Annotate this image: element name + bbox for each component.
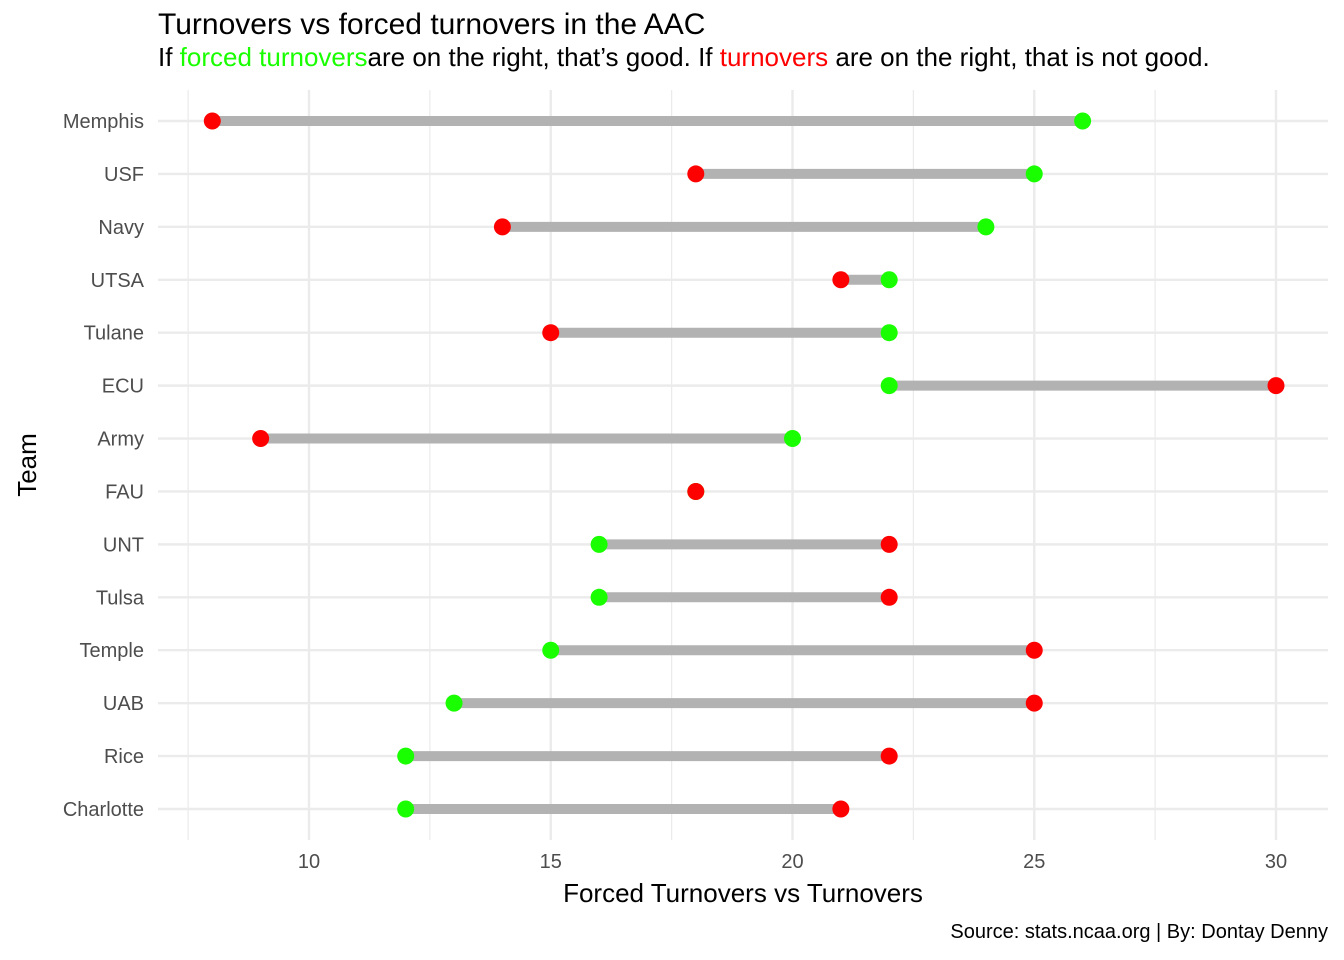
x-axis-title: Forced Turnovers vs Turnovers: [563, 878, 923, 908]
turnovers-point: [687, 482, 705, 500]
grid-minor-lines: [187, 90, 1156, 840]
x-tick-label: 30: [1265, 851, 1287, 873]
forced-turnovers-point: [977, 218, 995, 236]
y-tick-label: Tulane: [84, 323, 144, 345]
data-points: [203, 112, 1285, 818]
y-tick-label: Charlotte: [63, 799, 144, 821]
x-tick-label: 15: [540, 851, 562, 873]
forced-turnovers-point: [1025, 165, 1043, 183]
y-tick-label: ECU: [102, 376, 144, 398]
subtitle-forced-label: forced turnovers: [179, 42, 368, 72]
subtitle-turnovers-label: turnovers: [719, 42, 829, 72]
forced-turnovers-point: [397, 747, 415, 765]
y-tick-label: Navy: [98, 217, 144, 239]
y-axis-title: Team: [12, 433, 42, 497]
forced-turnovers-point: [397, 800, 415, 818]
forced-turnovers-point: [1074, 112, 1092, 130]
turnovers-point: [1267, 377, 1285, 395]
subtitle-prefix: If: [158, 42, 180, 72]
grid-major-lines: [158, 90, 1328, 840]
y-tick-label: UAB: [103, 693, 144, 715]
forced-turnovers-point: [880, 271, 898, 289]
turnovers-point: [1025, 694, 1043, 712]
turnovers-point: [832, 800, 850, 818]
dumbbell-segments: [212, 116, 1276, 814]
turnovers-point: [493, 218, 511, 236]
y-tick-label: Tulsa: [96, 587, 145, 609]
x-tick-label: 10: [298, 851, 320, 873]
y-tick-label: Temple: [80, 640, 144, 662]
subtitle-suffix: are on the right, that is not good.: [828, 42, 1210, 72]
turnovers-point: [203, 112, 221, 130]
x-tick-label: 25: [1023, 851, 1045, 873]
chart-title: Turnovers vs forced turnovers in the AAC: [158, 8, 706, 41]
y-tick-label: FAU: [105, 481, 144, 503]
forced-turnovers-point: [590, 588, 608, 606]
chart-subtitle: If forced turnoversare on the right, tha…: [158, 40, 1298, 74]
turnovers-point: [542, 324, 560, 342]
chart-caption: Source: stats.ncaa.org | By: Dontay Denn…: [950, 921, 1328, 943]
subtitle-middle: are on the right, that’s good. If: [367, 42, 720, 72]
forced-turnovers-point: [542, 641, 560, 659]
y-axis-tick-labels: Memphis USF Navy UTSA Tulane ECU Army FAU UNT Tul…: [63, 111, 145, 821]
forced-turnovers-point: [880, 377, 898, 395]
forced-turnovers-point: [784, 430, 801, 448]
turnovers-point: [880, 588, 898, 606]
y-tick-label: Rice: [104, 746, 144, 768]
y-tick-label: UTSA: [91, 270, 145, 292]
y-tick-label: Army: [97, 429, 144, 451]
turnovers-point: [880, 747, 898, 765]
x-axis-tick-labels: 10 15 20 25 30: [298, 851, 1287, 873]
forced-turnovers-point: [445, 694, 463, 712]
turnovers-point: [252, 430, 270, 448]
x-tick-label: 20: [781, 851, 803, 873]
turnovers-point: [880, 535, 898, 553]
forced-turnovers-point: [590, 535, 608, 553]
turnovers-point: [1025, 641, 1043, 659]
turnovers-point: [832, 271, 850, 289]
forced-turnovers-point: [880, 324, 898, 342]
y-tick-label: Memphis: [63, 111, 144, 133]
y-tick-label: USF: [104, 164, 144, 186]
turnovers-point: [687, 165, 705, 183]
y-tick-label: UNT: [103, 534, 144, 556]
